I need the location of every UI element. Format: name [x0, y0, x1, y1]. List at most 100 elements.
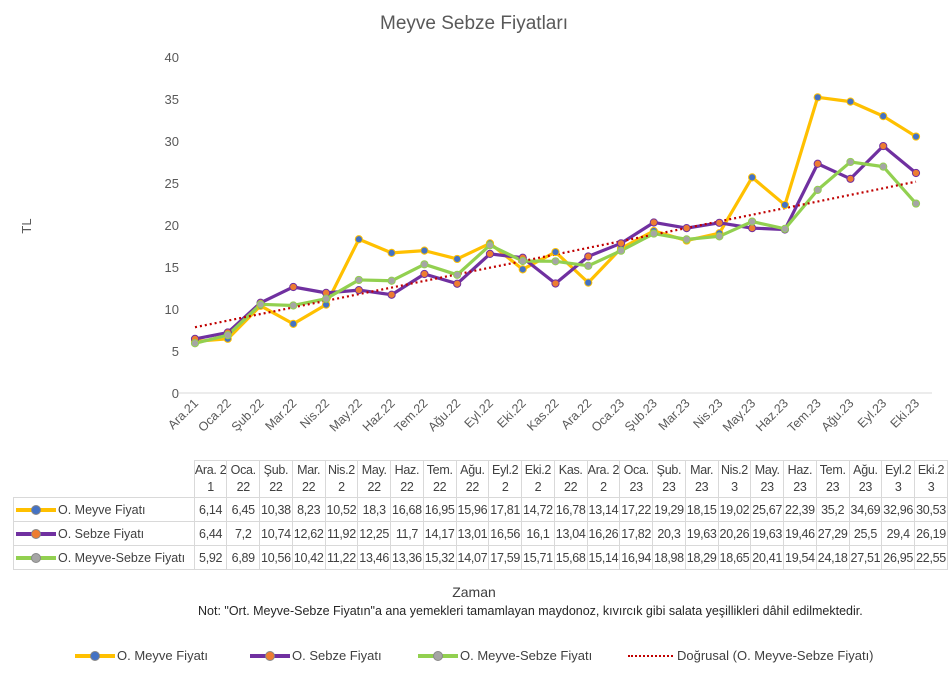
- x-tick-label: May.23: [720, 396, 758, 434]
- table-header-cell: Ara. 21: [193, 460, 228, 498]
- table-row: O. Sebze Fiyatı 6,44 7,2 10,74 12,62 11,92 12,…: [13, 521, 948, 546]
- table-header-cell: Tem. 23: [815, 460, 850, 498]
- data-point: [780, 224, 790, 233]
- legend-item-trendline: Doğrusal (O. Meyve-Sebze Fiyatı): [628, 648, 874, 663]
- y-tick-label: 5: [172, 344, 179, 359]
- data-point: [715, 232, 724, 241]
- data-point: [551, 279, 560, 288]
- table-value-cell: 30,53: [914, 497, 948, 522]
- table-value-cell: 27,29: [815, 521, 850, 546]
- x-tick-label: May.22: [327, 396, 365, 434]
- table-value-cell: 14,17: [422, 521, 457, 546]
- data-point: [879, 141, 888, 151]
- x-tick-label: Ara.22: [558, 396, 594, 432]
- series-name: O. Meyve-Sebze Fiyatı: [58, 550, 186, 565]
- data-point: [584, 261, 593, 270]
- table-header-cell: Haz. 22: [390, 460, 424, 498]
- legend-key-icon: [418, 650, 458, 661]
- data-point: [748, 173, 757, 182]
- legend-key-icon: [75, 650, 115, 661]
- series-name: O. Sebze Fiyatı: [58, 526, 145, 541]
- table-value-cell: 20,26: [717, 521, 752, 546]
- table-value-cell: 10,42: [291, 545, 326, 570]
- legend-label: O. Meyve Fiyatı: [117, 648, 209, 663]
- data-point: [420, 269, 429, 279]
- y-tick-label: 10: [165, 302, 179, 317]
- table-header-cell: Eki.2 2: [521, 460, 555, 498]
- y-tick-label: 40: [165, 50, 179, 65]
- table-value-cell: 13,46: [357, 545, 392, 570]
- table-value-cell: 13,14: [586, 497, 621, 522]
- table-header-cell: Mar. 23: [684, 460, 719, 498]
- table-value-cell: 19,46: [783, 521, 817, 546]
- series-label-cell: O. Meyve-Sebze Fiyatı: [13, 545, 195, 570]
- table-value-cell: 22,55: [914, 545, 948, 570]
- table-value-cell: 16,94: [619, 545, 654, 570]
- data-point: [682, 235, 691, 244]
- table-value-cell: 12,62: [291, 521, 326, 546]
- data-point: [846, 174, 855, 183]
- table-value-cell: 22,39: [783, 497, 817, 522]
- data-point: [813, 159, 822, 168]
- table-value-cell: 18,65: [717, 545, 752, 570]
- table-value-cell: 11,92: [324, 521, 359, 546]
- y-tick-label: 25: [165, 176, 179, 191]
- x-tick-label: Şub.23: [622, 396, 660, 434]
- table-value-cell: 5,92: [193, 545, 228, 570]
- table-header-cell: May. 22: [357, 460, 392, 498]
- table-value-cell: 29,4: [881, 521, 916, 546]
- data-point: [616, 246, 626, 255]
- series-line: [194, 144, 918, 341]
- table-value-cell: 14,07: [455, 545, 490, 570]
- data-point: [453, 254, 462, 264]
- table-value-cell: 13,04: [553, 521, 588, 546]
- data-point: [289, 319, 298, 328]
- table-value-cell: 13,36: [390, 545, 424, 570]
- table-value-cell: 12,25: [357, 521, 392, 546]
- table-value-cell: 6,89: [226, 545, 261, 570]
- legend-key-icon: [16, 529, 56, 540]
- data-point: [190, 339, 200, 348]
- table-value-cell: 16,56: [488, 521, 523, 546]
- table-value-cell: 20,41: [750, 545, 785, 570]
- data-point: [649, 218, 658, 227]
- data-point: [879, 112, 888, 121]
- data-point: [256, 300, 265, 309]
- table-value-cell: 26,19: [914, 521, 948, 546]
- data-point: [453, 279, 462, 288]
- x-tick-label: Şub.22: [229, 396, 267, 434]
- table-value-cell: 19,29: [652, 497, 686, 522]
- table-value-cell: 34,69: [848, 497, 883, 522]
- table-value-cell: 18,98: [652, 545, 686, 570]
- table-value-cell: 7,2: [226, 521, 261, 546]
- table-header-cell: Eki.2 3: [914, 460, 948, 498]
- table-value-cell: 8,23: [291, 497, 326, 522]
- x-tick-label: Tem.23: [785, 396, 824, 435]
- table-value-cell: 16,68: [390, 497, 424, 522]
- x-tick-label: Ağu.22: [425, 396, 463, 434]
- table-value-cell: 19,63: [684, 521, 719, 546]
- data-point: [485, 249, 495, 258]
- data-point: [321, 294, 331, 303]
- data-point: [223, 331, 232, 340]
- table-value-cell: 10,38: [259, 497, 293, 522]
- table-header-cell: Haz. 23: [783, 460, 817, 498]
- data-table: Ara. 21 Oca. 22 Şub. 22 Mar. 22 Nis.2 2 May. …: [13, 460, 948, 570]
- x-tick-label: Oca.22: [195, 396, 233, 434]
- data-point: [551, 247, 560, 257]
- table-value-cell: 16,78: [553, 497, 588, 522]
- table-value-cell: 20,3: [652, 521, 686, 546]
- data-point: [911, 199, 921, 208]
- table-header-cell: Oca. 22: [226, 460, 261, 498]
- table-value-cell: 18,29: [684, 545, 719, 570]
- legend-key-icon: [16, 505, 56, 516]
- y-axis-title: TL: [19, 218, 34, 233]
- data-point: [387, 290, 396, 299]
- data-point: [584, 252, 593, 261]
- table-value-cell: 10,52: [324, 497, 359, 522]
- legend-item: O. Meyve-Sebze Fiyatı: [418, 648, 592, 663]
- data-point: [715, 218, 724, 227]
- data-point: [846, 157, 855, 167]
- table-header-cell: Eyl.2 3: [881, 460, 916, 498]
- table-header-cell: Eyl.2 2: [488, 460, 523, 498]
